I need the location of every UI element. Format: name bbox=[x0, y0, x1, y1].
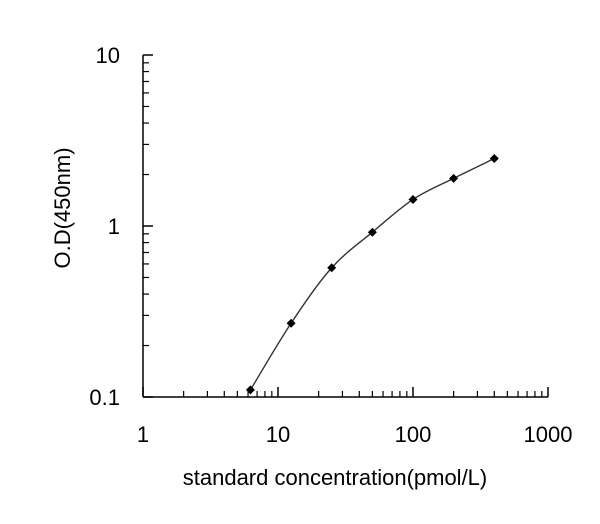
y-axis-title: O.D(450nm) bbox=[50, 147, 75, 268]
data-point bbox=[327, 263, 337, 273]
x-tick-label: 1000 bbox=[524, 422, 573, 447]
data-point bbox=[245, 385, 255, 395]
data-point bbox=[286, 318, 296, 328]
y-tick-label: 0.1 bbox=[89, 385, 120, 410]
y-tick-label: 1 bbox=[108, 214, 120, 239]
x-axis-title: standard concentration(pmol/L) bbox=[183, 465, 488, 490]
ticks bbox=[142, 54, 549, 398]
data-point bbox=[408, 194, 418, 204]
data-point bbox=[367, 227, 377, 237]
tick-labels: 1 10 100 1000 0.1 1 10 bbox=[89, 43, 572, 447]
x-tick-label: 1 bbox=[137, 422, 149, 447]
y-tick-label: 10 bbox=[96, 43, 120, 68]
data-point bbox=[489, 154, 499, 164]
axes bbox=[142, 55, 548, 398]
data-point bbox=[449, 173, 459, 183]
x-tick-label: 100 bbox=[395, 422, 432, 447]
x-tick-label: 10 bbox=[266, 422, 290, 447]
series bbox=[245, 154, 499, 395]
series-line bbox=[249, 157, 495, 391]
